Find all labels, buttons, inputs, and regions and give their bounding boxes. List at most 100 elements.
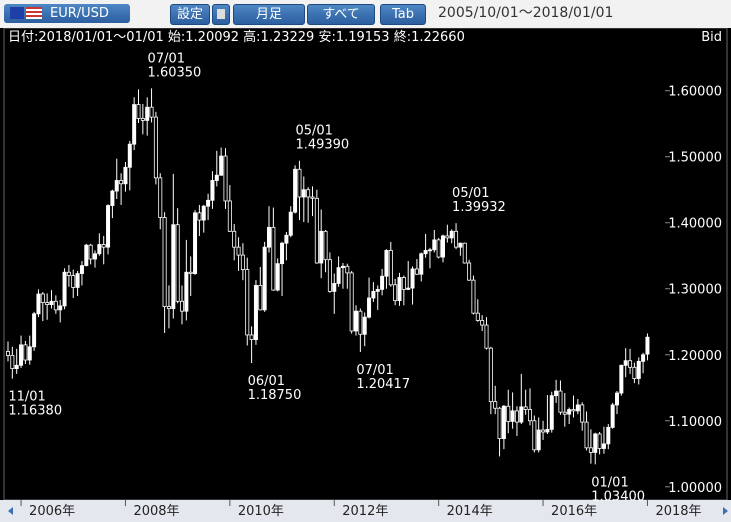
candle-body bbox=[119, 180, 124, 185]
period-button[interactable]: 月足 bbox=[233, 4, 305, 25]
annotation-price: 1.20417 bbox=[356, 377, 410, 392]
x-axis-bar bbox=[0, 500, 731, 522]
candle-body bbox=[40, 293, 45, 304]
annotation-price: 1.60350 bbox=[148, 65, 202, 80]
candle-body bbox=[258, 285, 263, 311]
y-tick-label: 1.60000 bbox=[668, 85, 722, 100]
candle-body bbox=[414, 268, 419, 275]
x-tick-label: 2010年 bbox=[238, 504, 284, 519]
candle-body bbox=[393, 284, 398, 302]
candle-body bbox=[349, 272, 354, 332]
candle-body bbox=[497, 407, 502, 439]
candle-body bbox=[358, 310, 363, 335]
candle-body bbox=[619, 364, 624, 394]
candle-body bbox=[206, 199, 211, 207]
scroll-right[interactable] bbox=[723, 507, 728, 515]
candle-body bbox=[571, 409, 576, 412]
candle-body bbox=[201, 205, 206, 221]
candle-body bbox=[162, 217, 167, 307]
annotation-date: 05/01 bbox=[295, 124, 332, 139]
candle-body bbox=[536, 429, 541, 451]
calc-button[interactable] bbox=[212, 4, 230, 25]
candle-body bbox=[314, 197, 319, 264]
candle-body bbox=[549, 395, 554, 430]
candle-body bbox=[554, 390, 559, 397]
candle-body bbox=[175, 224, 180, 302]
all-button[interactable]: すべて bbox=[307, 4, 375, 25]
candle-body bbox=[179, 300, 184, 312]
candle-body bbox=[471, 279, 476, 314]
candle-body bbox=[615, 392, 620, 406]
candle-body bbox=[454, 230, 459, 248]
annotation-date: 06/01 bbox=[248, 374, 285, 389]
candle-body bbox=[158, 177, 163, 218]
y-tick-label: 1.30000 bbox=[668, 283, 722, 298]
candle-body bbox=[66, 271, 71, 276]
candle-body bbox=[593, 433, 598, 453]
candle-body bbox=[88, 244, 93, 260]
candle-body bbox=[458, 242, 463, 248]
candle-body bbox=[97, 244, 102, 255]
candle-body bbox=[327, 259, 332, 292]
candle-body bbox=[110, 190, 115, 206]
candle-body bbox=[362, 316, 367, 335]
pair-label: EUR/USD bbox=[50, 6, 109, 21]
candle-body bbox=[606, 426, 611, 445]
date-range: 2005/10/01～2018/01/01 bbox=[438, 5, 614, 21]
annotation-date: 07/01 bbox=[148, 51, 185, 66]
candle-body bbox=[310, 196, 315, 199]
x-tick-label: 2008年 bbox=[133, 504, 179, 519]
candle-body bbox=[188, 271, 193, 274]
candle-body bbox=[271, 226, 276, 291]
candle-body bbox=[84, 244, 89, 267]
annotation-price: 1.39932 bbox=[452, 200, 506, 215]
plot-frame bbox=[3, 28, 728, 501]
candle-body bbox=[584, 421, 589, 449]
candle-body bbox=[306, 189, 311, 198]
annotation-price: 1.16380 bbox=[8, 404, 62, 419]
pair-selector[interactable]: EUR/USD bbox=[4, 4, 130, 23]
candle-body bbox=[184, 271, 189, 312]
calc-icon bbox=[217, 9, 225, 19]
flag-eu bbox=[10, 7, 24, 19]
candle-body bbox=[319, 230, 324, 264]
y-tick-label: 1.50000 bbox=[668, 151, 722, 166]
annotation-price: 1.03400 bbox=[591, 489, 645, 504]
candle-body bbox=[93, 253, 98, 260]
scroll-left[interactable] bbox=[8, 507, 13, 515]
candle-body bbox=[388, 250, 393, 286]
candle-body bbox=[171, 224, 176, 309]
candle-body bbox=[219, 155, 224, 176]
candle-body bbox=[514, 410, 519, 423]
candle-body bbox=[253, 285, 258, 340]
candle-body bbox=[575, 404, 580, 412]
candle-body bbox=[10, 355, 15, 370]
y-tick-label: 1.00000 bbox=[668, 481, 722, 496]
y-tick-label: 1.20000 bbox=[668, 349, 722, 364]
candle-body bbox=[353, 310, 358, 332]
candle-body bbox=[445, 235, 450, 239]
candle-body bbox=[567, 409, 572, 415]
x-tick-label: 2012年 bbox=[342, 504, 388, 519]
candle-body bbox=[345, 265, 350, 274]
candle-body bbox=[45, 302, 50, 305]
candle-body bbox=[6, 351, 11, 356]
candle-body bbox=[23, 344, 28, 361]
settings-button[interactable]: 設定 bbox=[170, 4, 210, 25]
candle-body bbox=[266, 226, 271, 248]
candle-body bbox=[210, 180, 215, 201]
tab-button[interactable]: Tab bbox=[380, 4, 426, 25]
candle-body bbox=[262, 246, 267, 311]
candle-body bbox=[323, 230, 328, 261]
candle-body bbox=[384, 250, 389, 277]
candle-body bbox=[510, 410, 515, 422]
annotation-price: 1.18750 bbox=[248, 388, 302, 403]
candle-body bbox=[480, 320, 485, 326]
candle-body bbox=[75, 273, 80, 288]
candle-body bbox=[14, 364, 19, 370]
candle-body bbox=[371, 290, 376, 299]
candle-body bbox=[467, 262, 472, 281]
candle-body bbox=[367, 297, 372, 318]
candle-body bbox=[423, 250, 428, 255]
candle-body bbox=[240, 254, 245, 271]
